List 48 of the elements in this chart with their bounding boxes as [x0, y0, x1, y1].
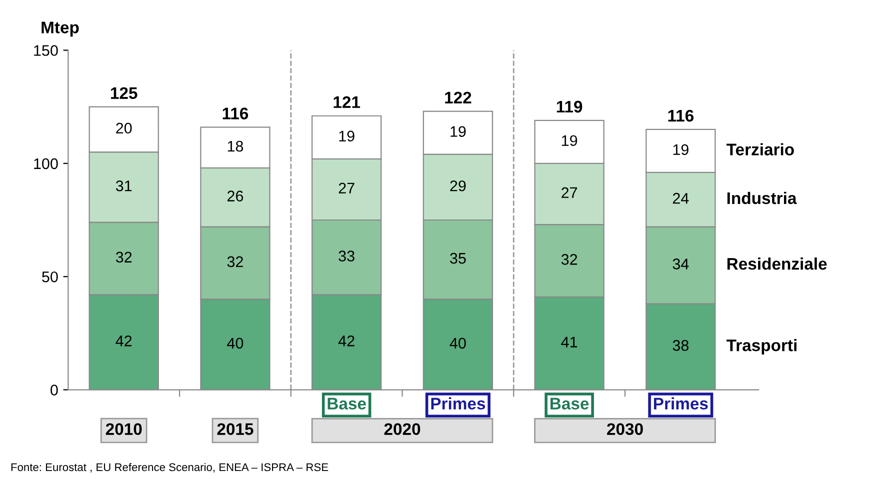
x-tick-label: 2010	[106, 423, 142, 435]
total-label: 125	[111, 87, 138, 99]
data-label: 19	[562, 135, 578, 146]
data-label: 42	[116, 336, 132, 346]
source-note: Fonte: Eurostat , EU Reference Scenario, ENEA – ISPRA – RSE	[11, 462, 328, 472]
data-label: 27	[562, 187, 578, 198]
data-label: 24	[672, 192, 689, 204]
text: 2030	[607, 423, 643, 436]
series-label: Industria	[727, 192, 797, 204]
data-label: 32	[227, 256, 243, 268]
series-label: Trasporti	[726, 339, 796, 355]
data-label: 34	[672, 258, 689, 270]
data-label: 41	[561, 336, 578, 348]
total-label: 122	[445, 92, 472, 104]
total-label: 119	[556, 100, 582, 113]
data-label: 29	[450, 180, 466, 192]
text: 2020	[384, 423, 420, 435]
x-tick-label: Primes	[431, 397, 486, 410]
data-label: 19	[339, 130, 354, 142]
data-label: 33	[338, 250, 354, 262]
x-tick-label: 2015	[217, 423, 254, 435]
data-label: 32	[561, 254, 578, 265]
data-label: 42	[338, 336, 354, 346]
total-label: 121	[334, 96, 360, 108]
data-label: 32	[116, 252, 132, 263]
y-tick-label: 50	[42, 271, 58, 282]
data-label: 38	[672, 340, 689, 351]
y-tick-label: 150	[34, 45, 58, 56]
data-label: 35	[450, 252, 466, 264]
y-axis-title: Mtep	[42, 22, 79, 37]
data-label: 19	[450, 126, 466, 137]
data-label: 31	[116, 180, 132, 192]
data-label: 40	[227, 338, 244, 349]
total-label: 116	[222, 108, 248, 120]
data-label: 27	[338, 182, 354, 194]
y-tick-label: 100	[34, 158, 58, 170]
series-label: Terziario	[726, 143, 794, 156]
data-label: 40	[450, 338, 466, 349]
data-label: 18	[228, 140, 244, 152]
x-tick-label: Base	[550, 398, 589, 410]
total-label: 116	[668, 110, 694, 122]
series-label: Residenziale	[727, 258, 827, 270]
data-label: 19	[673, 144, 688, 156]
data-label: 20	[116, 122, 132, 134]
x-tick-label: Primes	[654, 397, 708, 410]
x-tick-label: Base	[328, 398, 366, 410]
data-label: 26	[227, 190, 244, 202]
y-tick-label: 0	[50, 384, 58, 396]
